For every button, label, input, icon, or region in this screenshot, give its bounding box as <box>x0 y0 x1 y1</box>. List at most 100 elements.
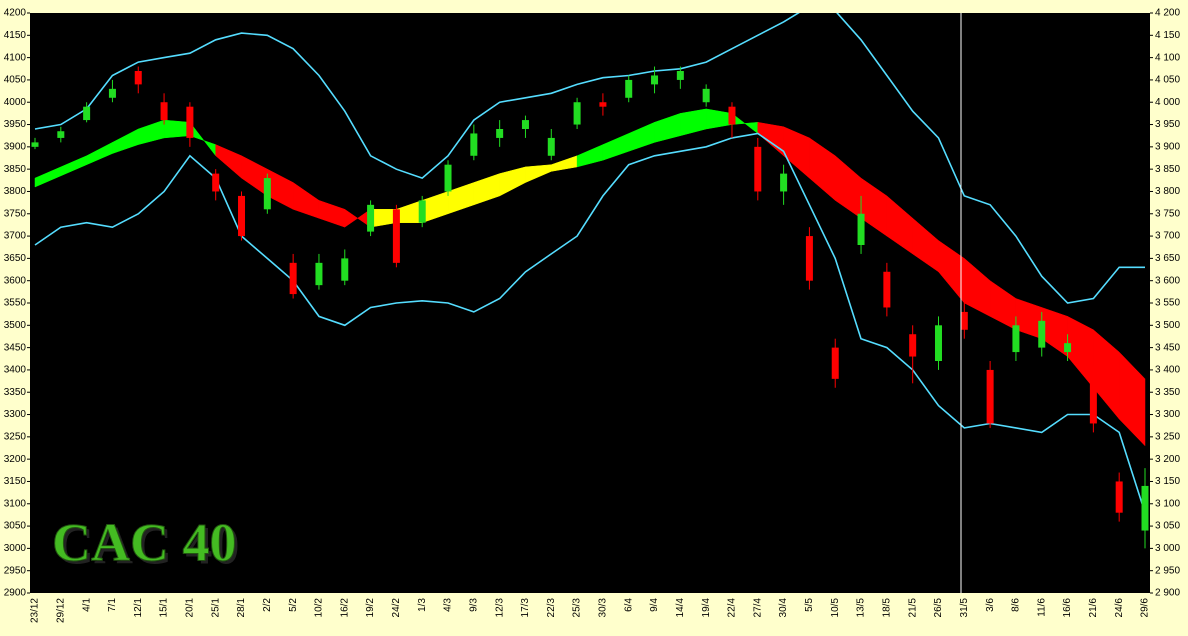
x-tick-label: 30/4 <box>778 598 789 618</box>
y2-tick-label: 3 950 <box>1155 119 1180 130</box>
y2-tick-label: 3 350 <box>1155 387 1180 398</box>
y-tick-label: 3200 <box>4 454 27 465</box>
y2-tick-label: 3 900 <box>1155 141 1180 152</box>
candle-body <box>547 137 555 156</box>
y-tick-label: 3950 <box>4 119 27 130</box>
candle-body <box>780 173 788 192</box>
y-tick-label: 3750 <box>4 208 27 219</box>
x-tick-label: 12/3 <box>494 598 505 618</box>
y2-tick-label: 3 050 <box>1155 521 1180 532</box>
y2-tick-label: 4 100 <box>1155 52 1180 63</box>
candle-body <box>676 71 684 80</box>
bollinger-band <box>34 132 1146 513</box>
y2-tick-label: 3 100 <box>1155 498 1180 509</box>
candle-body <box>573 102 581 125</box>
candle-body <box>1115 481 1123 513</box>
y-tick-label: 3100 <box>4 498 27 509</box>
x-tick-label: 16/2 <box>339 598 350 618</box>
candle-body <box>857 213 865 245</box>
x-tick-label: 7/1 <box>107 598 118 612</box>
x-tick-label: 4/3 <box>443 598 454 612</box>
candle-body <box>212 173 220 192</box>
y2-tick-label: 3 850 <box>1155 164 1180 175</box>
y2-tick-label: 4 150 <box>1155 30 1180 41</box>
candle-body <box>986 369 994 424</box>
x-tick-label: 2/2 <box>262 598 273 612</box>
y2-tick-label: 4 200 <box>1155 8 1180 19</box>
y-tick-label: 4100 <box>4 52 27 63</box>
y2-tick-label: 3 700 <box>1155 231 1180 242</box>
chart-title: CAC 40 <box>52 512 237 572</box>
y-tick-label: 3550 <box>4 298 27 309</box>
y-tick-label: 3250 <box>4 431 27 442</box>
x-tick-label: 31/5 <box>959 598 970 618</box>
y2-tick-label: 2 900 <box>1155 588 1180 599</box>
x-tick-label: 12/1 <box>133 598 144 618</box>
bollinger-band <box>34 13 1145 304</box>
candle-body <box>31 142 39 147</box>
x-tick-label: 27/4 <box>752 598 763 618</box>
y-tick-label: 3850 <box>4 164 27 175</box>
x-tick-label: 9/4 <box>649 598 660 612</box>
y2-tick-label: 3 450 <box>1155 342 1180 353</box>
candle-body <box>57 131 65 138</box>
y-tick-label: 3700 <box>4 231 27 242</box>
x-tick-label: 22/3 <box>546 598 557 618</box>
candle-body <box>341 258 349 281</box>
x-tick-label: 29/12 <box>55 598 66 623</box>
candle-body <box>392 209 400 263</box>
x-tick-label: 28/1 <box>236 598 247 618</box>
x-tick-label: 19/2 <box>365 598 376 618</box>
x-tick-label: 4/1 <box>81 598 92 612</box>
candle-body <box>496 129 504 138</box>
y2-tick-label: 3 500 <box>1155 320 1180 331</box>
candle-body <box>831 347 839 379</box>
ribbon-segment <box>1118 351 1146 447</box>
candle-body <box>934 325 942 361</box>
x-tick-label: 8/6 <box>1011 598 1022 612</box>
y2-tick-label: 2 950 <box>1155 565 1180 576</box>
y2-tick-label: 3 300 <box>1155 409 1180 420</box>
candle-body <box>186 106 194 138</box>
plot-layer <box>31 13 1149 549</box>
x-tick-label: 14/4 <box>675 598 686 618</box>
candle-body <box>599 102 607 107</box>
candle-body <box>367 204 375 232</box>
y-tick-label: 2950 <box>4 565 27 576</box>
x-tick-label: 10/2 <box>314 598 325 618</box>
title-shadow: CAC 40 <box>55 515 240 575</box>
candle-body <box>134 71 142 85</box>
y-tick-label: 3900 <box>4 141 27 152</box>
x-tick-label: 19/4 <box>701 598 712 618</box>
candle-body <box>651 75 659 85</box>
x-tick-label: 11/6 <box>1036 598 1047 617</box>
y2-tick-label: 3 150 <box>1155 476 1180 487</box>
candle-body <box>470 133 478 156</box>
x-tick-label: 25/1 <box>210 598 221 618</box>
candle-body <box>909 334 917 357</box>
x-tick-label: 5/2 <box>288 598 299 612</box>
candle-body <box>1038 320 1046 348</box>
y-tick-label: 4200 <box>4 8 27 19</box>
y2-tick-label: 3 550 <box>1155 298 1180 309</box>
x-tick-label: 26/5 <box>933 598 944 618</box>
y-tick-label: 4150 <box>4 30 27 41</box>
y-tick-label: 4000 <box>4 97 27 108</box>
candle-body <box>805 236 813 281</box>
y2-tick-label: 4 050 <box>1155 75 1180 86</box>
x-tick-label: 6/4 <box>623 598 634 612</box>
x-tick-label: 25/3 <box>572 598 583 618</box>
candle-body <box>444 164 452 192</box>
x-tick-label: 23/12 <box>30 598 41 623</box>
x-tick-label: 17/3 <box>520 598 531 618</box>
x-tick-label: 9/3 <box>468 598 479 612</box>
candle-body <box>238 195 246 237</box>
candle-body <box>960 311 968 330</box>
x-tick-label: 21/6 <box>1088 598 1099 618</box>
x-tick-label: 30/3 <box>598 598 609 618</box>
x-tick-label: 24/2 <box>391 598 402 618</box>
y-tick-label: 3600 <box>4 275 27 286</box>
y-tick-label: 3350 <box>4 387 27 398</box>
y-tick-label: 3050 <box>4 521 27 532</box>
